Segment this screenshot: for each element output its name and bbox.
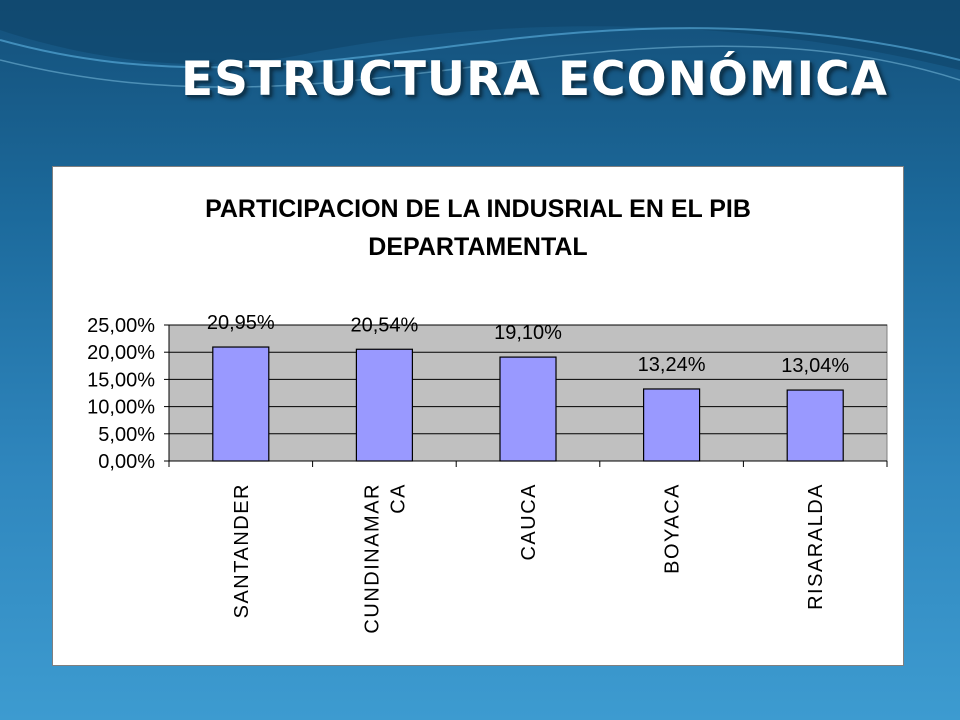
bar-chart: PARTICIPACION DE LA INDUSRIAL EN EL PIB D… [87, 195, 888, 634]
y-tick-label: 5,00% [98, 424, 155, 446]
y-tick-label: 25,00% [87, 315, 155, 337]
data-label: 19,10% [494, 322, 562, 344]
y-tick-label: 10,00% [87, 397, 155, 419]
data-label: 20,54% [350, 314, 418, 336]
chart-title-line: DEPARTAMENTAL [368, 233, 587, 261]
data-label: 20,95% [207, 312, 275, 334]
chart-title-line: PARTICIPACION DE LA INDUSRIAL EN EL PIB [205, 195, 751, 223]
slide-title: ESTRUCTURA ECONÓMICA [181, 52, 888, 107]
y-tick-label: 0,00% [98, 451, 155, 473]
bar [212, 346, 270, 462]
category-label: CAUCA [518, 483, 540, 561]
bar [786, 389, 844, 462]
bar [355, 348, 413, 462]
category-label: CUNDINAMAR [361, 483, 383, 634]
y-tick-label: 15,00% [87, 369, 155, 391]
data-label: 13,04% [781, 355, 849, 377]
category-label: BOYACA [662, 483, 684, 574]
bar [499, 356, 557, 462]
data-label: 13,24% [638, 354, 706, 376]
chart-container: PARTICIPACION DE LA INDUSRIAL EN EL PIB D… [52, 166, 904, 666]
bar [642, 388, 701, 462]
category-label: RISARALDA [805, 483, 827, 610]
category-label: CA [387, 483, 409, 514]
y-tick-label: 20,00% [87, 342, 155, 364]
category-label: SANTANDER [231, 483, 253, 618]
